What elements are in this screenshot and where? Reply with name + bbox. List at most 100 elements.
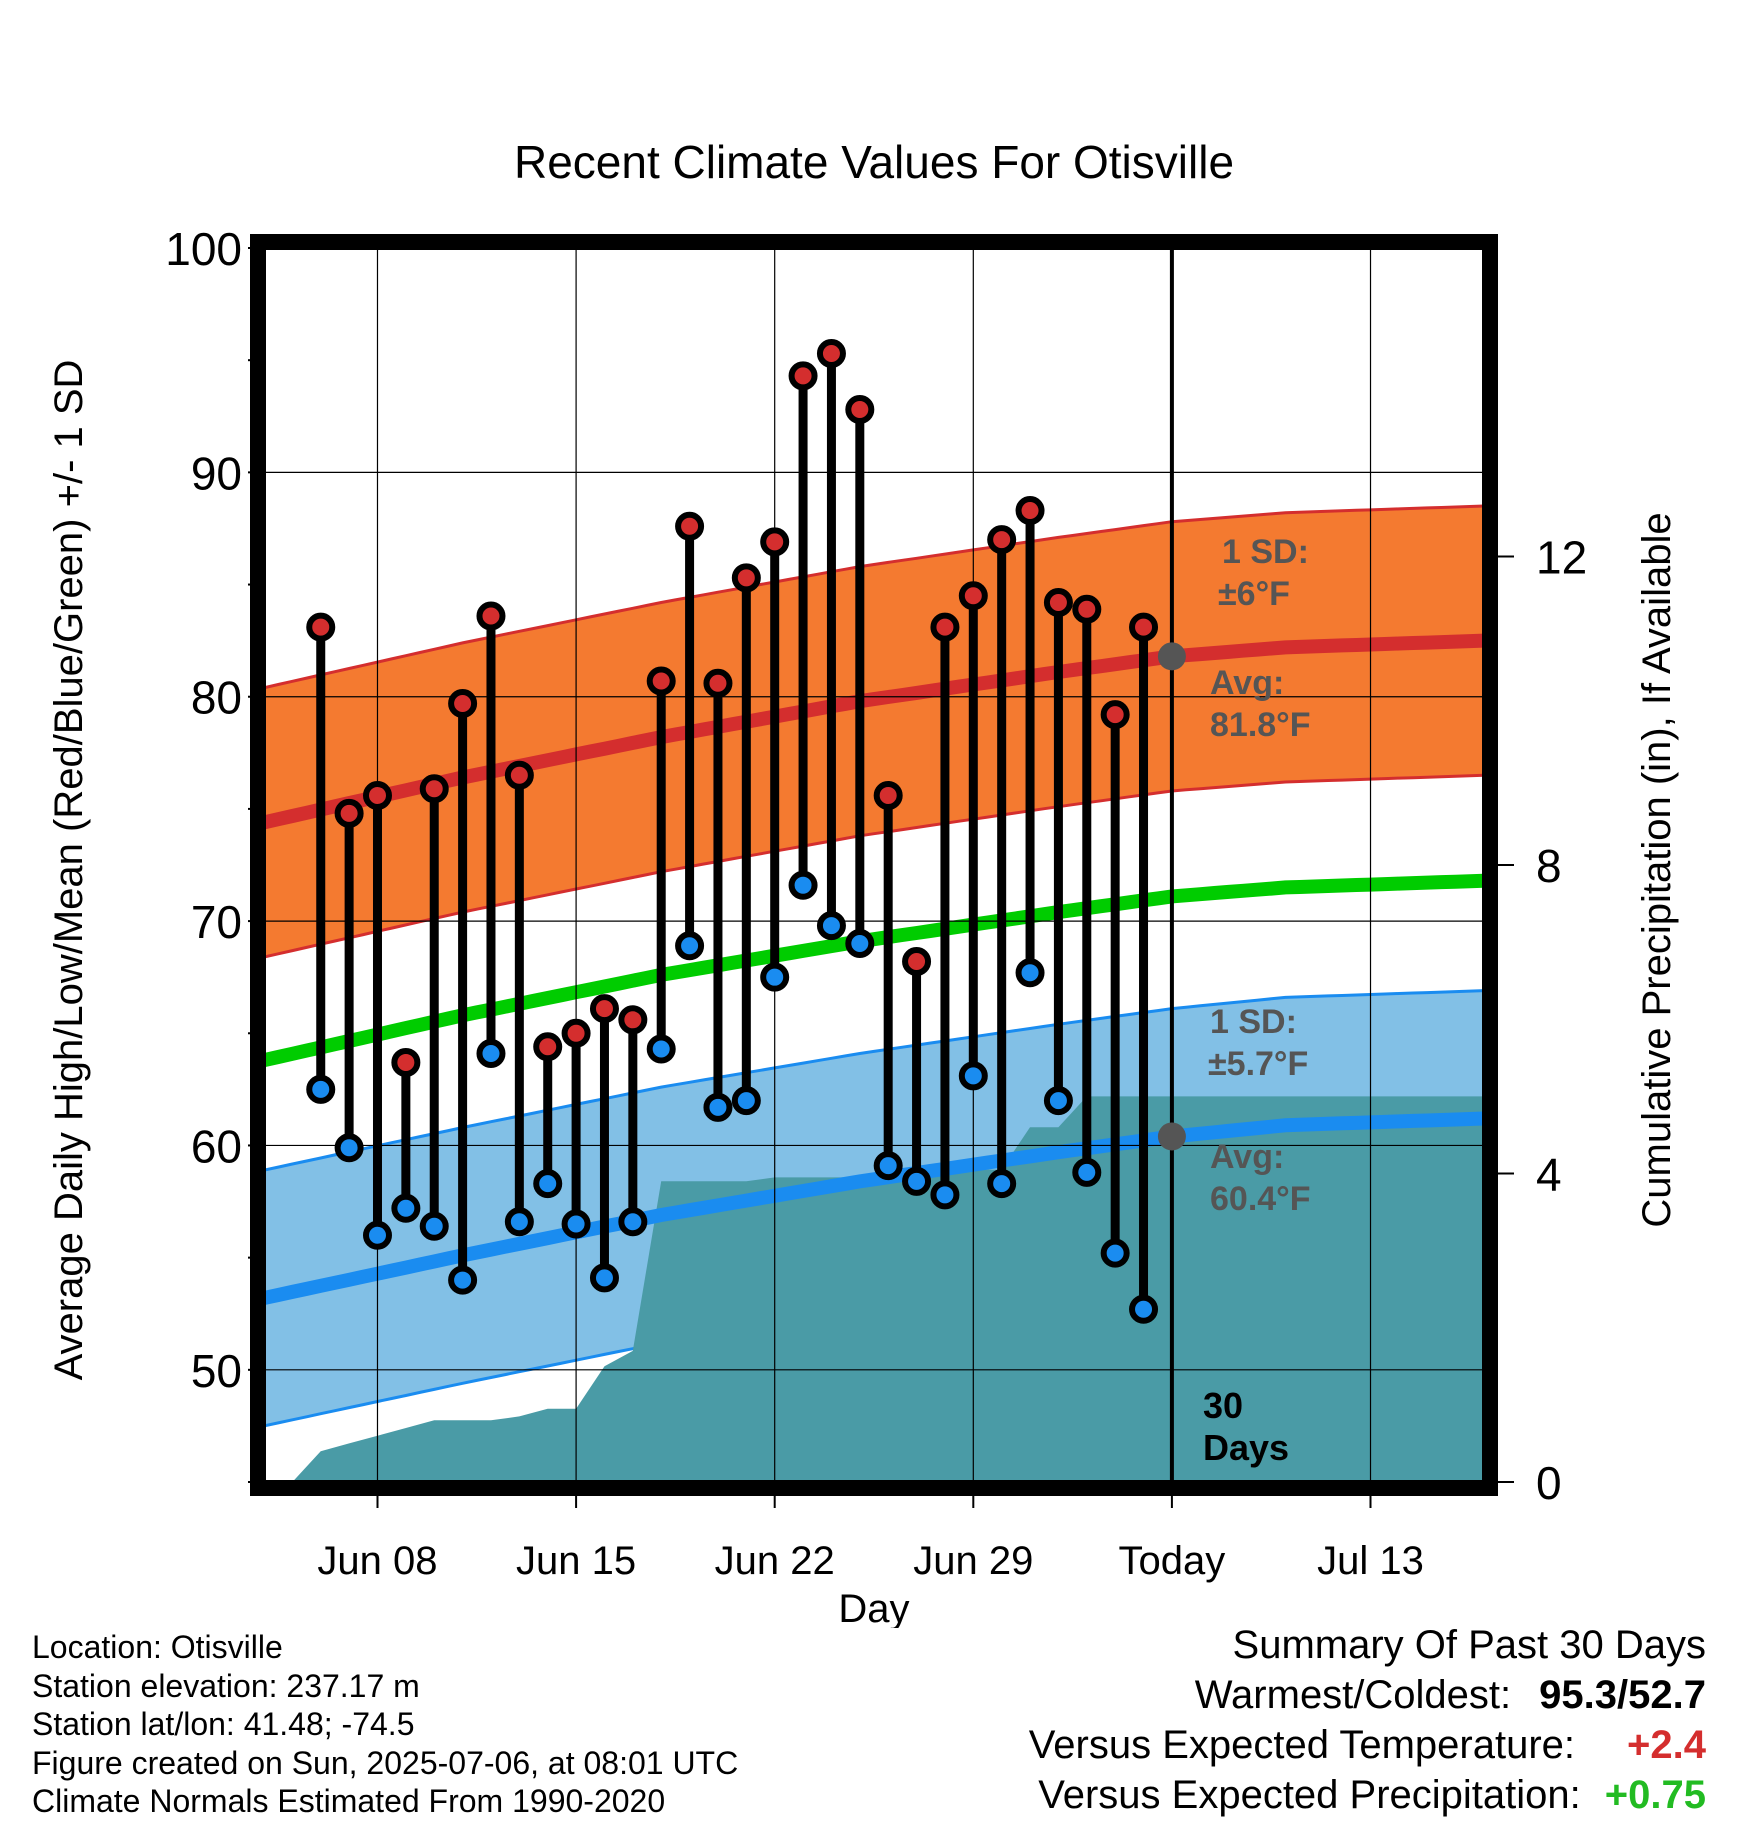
warm-cold-separator: / [1617, 1673, 1629, 1717]
warmest-value: 95.3 [1539, 1673, 1618, 1717]
daily-low-point [1129, 1294, 1159, 1324]
daily-low-point [504, 1207, 534, 1237]
daily-high-point [816, 338, 846, 368]
temp-row: Versus Expected Temperature: +2.4 [1029, 1720, 1706, 1770]
y2-axis-label: Cumulative Precipitation (in), If Availa… [1635, 512, 1679, 1227]
temp-anomaly-value: +2.4 [1627, 1723, 1706, 1767]
high-sd-band-upper-edge [264, 504, 1484, 690]
today-avg-low-marker [1157, 1122, 1186, 1151]
y-tick-label: 90 [191, 447, 242, 499]
location-text: Location: Otisville [32, 1629, 283, 1665]
daily-low-point [731, 1086, 761, 1116]
avg-mean-line [264, 873, 1484, 1068]
y-tick-label: 60 [191, 1120, 242, 1172]
daily-high-point [902, 946, 932, 976]
high-sd-band-lower-edge [264, 773, 1484, 959]
x-tick-label: Jul 13 [1317, 1539, 1424, 1583]
today-avg-high-marker [1157, 642, 1186, 671]
daily-high-point [788, 361, 818, 391]
high-sd-band [264, 506, 1484, 957]
daily-low-point [618, 1207, 648, 1237]
daily-high-point [1072, 594, 1102, 624]
x-tick-label: Jun 29 [913, 1539, 1033, 1583]
daily-high-point [306, 612, 336, 642]
daily-low-point [533, 1169, 563, 1199]
y2-tick-label: 4 [1536, 1149, 1562, 1201]
avg-high-line [264, 633, 1484, 830]
daily-low-point [419, 1211, 449, 1241]
precip-area [292, 1096, 1484, 1482]
y-tick-label: 70 [191, 896, 242, 948]
daily-low-point [902, 1166, 932, 1196]
daily-high-point [1043, 587, 1073, 617]
daily-low-point [873, 1151, 903, 1181]
y2-tick-label: 0 [1536, 1457, 1562, 1509]
daily-low-point [589, 1263, 619, 1293]
low-sd-label: 1 SD: [1210, 1003, 1297, 1041]
daily-high-point [504, 760, 534, 790]
daily-high-point [334, 798, 364, 828]
y-axis-label: Average Daily High/Low/Mean (Red/Blue/Gr… [47, 360, 91, 1381]
elevation-text: Station elevation: 237.17 m [32, 1667, 420, 1704]
daily-high-point [646, 666, 676, 696]
high-avg-value: 81.8°F [1210, 706, 1311, 744]
daily-low-point [958, 1061, 988, 1091]
precip-row: Versus Expected Precipitation: +0.75 [1029, 1770, 1706, 1820]
low-avg-value: 60.4°F [1210, 1180, 1311, 1218]
daily-low-point [561, 1209, 591, 1239]
daily-high-point [618, 1005, 648, 1035]
daily-high-point [1129, 612, 1159, 642]
daily-low-point [476, 1038, 506, 1068]
high-sd-value: ±6°F [1218, 575, 1290, 613]
daily-high-point [362, 780, 392, 810]
daily-low-point [391, 1193, 421, 1223]
x-tick-label: Jun 08 [317, 1539, 437, 1583]
days-label-number: 30 [1203, 1385, 1243, 1426]
daily-high-point [1015, 496, 1045, 526]
created-text: Figure created on Sun, 2025-07-06, at 08… [32, 1744, 739, 1781]
x-axis-label: Day [838, 1587, 909, 1628]
daily-high-point [873, 780, 903, 810]
daily-low-point [1043, 1086, 1073, 1116]
daily-high-point [391, 1047, 421, 1077]
daily-high-point [419, 774, 449, 804]
precip-anomaly-value: +0.75 [1604, 1773, 1706, 1817]
y-tick-label: 50 [191, 1345, 242, 1397]
latlon-text: Station lat/lon: 41.48; -74.5 [32, 1706, 415, 1742]
days-label-unit: Days [1203, 1427, 1289, 1468]
daily-high-point [958, 581, 988, 611]
daily-high-point [845, 395, 875, 425]
daily-high-point [561, 1018, 591, 1048]
x-tick-label: Today [1119, 1539, 1226, 1583]
daily-high-point [760, 527, 790, 557]
daily-low-point [1100, 1238, 1130, 1268]
daily-high-point [476, 601, 506, 631]
low-sd-value: ±5.7°F [1208, 1045, 1308, 1083]
y-tick-label: 100 [165, 223, 242, 275]
daily-low-point [646, 1034, 676, 1064]
daily-low-point [845, 929, 875, 959]
daily-low-point [703, 1092, 733, 1122]
daily-low-point [930, 1180, 960, 1210]
x-tick-label: Jun 22 [715, 1539, 835, 1583]
avg-low-line [264, 1111, 1484, 1305]
daily-high-point [930, 612, 960, 642]
plot-frame [250, 234, 1498, 1496]
daily-low-point [816, 911, 846, 941]
daily-low-point [334, 1133, 364, 1163]
y2-tick-label: 8 [1536, 840, 1562, 892]
y-tick-label: 80 [191, 672, 242, 724]
high-sd-label: 1 SD: [1222, 533, 1309, 571]
temp-label: Versus Expected Temperature: [1028, 1723, 1576, 1767]
climate-chart: Recent Climate Values For Otisville 1 SD… [47, 136, 1679, 1628]
low-sd-band-upper-edge [264, 989, 1484, 1172]
daily-high-point [1100, 700, 1130, 730]
summary-panel: Summary Of Past 30 Days Warmest/Coldest:… [1029, 1620, 1706, 1820]
high-avg-label: Avg: [1210, 664, 1284, 702]
precip-label: Versus Expected Precipitation: [1038, 1773, 1581, 1817]
normals-text: Climate Normals Estimated From 1990-2020 [32, 1783, 666, 1819]
daily-low-point [788, 870, 818, 900]
low-avg-label: Avg: [1210, 1138, 1284, 1176]
daily-high-point [533, 1032, 563, 1062]
coldest-value: 52.7 [1628, 1673, 1706, 1717]
